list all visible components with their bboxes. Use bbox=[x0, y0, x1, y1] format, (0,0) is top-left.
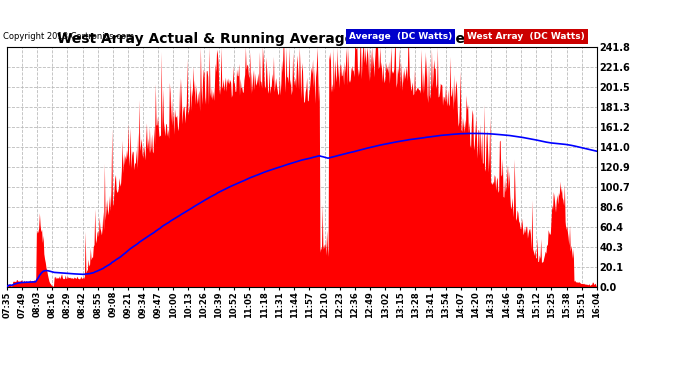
Text: West Array  (DC Watts): West Array (DC Watts) bbox=[467, 32, 585, 41]
Title: West Array Actual & Running Average Power Sat Dec 22 16:14: West Array Actual & Running Average Powe… bbox=[57, 32, 546, 46]
Text: Copyright 2018 Cartronics.com: Copyright 2018 Cartronics.com bbox=[3, 32, 135, 41]
Text: Average  (DC Watts): Average (DC Watts) bbox=[349, 32, 453, 41]
